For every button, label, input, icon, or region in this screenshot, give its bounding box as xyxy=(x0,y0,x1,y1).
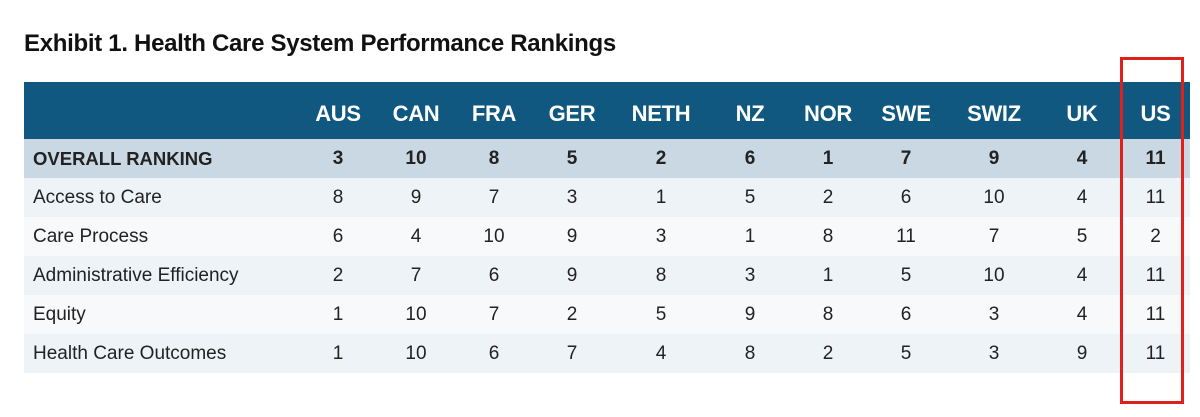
rank-cell-neth: 4 xyxy=(655,342,667,364)
rank-cell-fra: 8 xyxy=(488,147,500,169)
rank-cell-ger: 9 xyxy=(566,264,578,286)
rank-cell-nz: 1 xyxy=(744,225,756,247)
rank-cell-neth: 8 xyxy=(655,264,667,286)
rank-cell-swiz: 3 xyxy=(988,342,1000,364)
rank-cell-swe: 5 xyxy=(900,342,912,364)
rank-cell-fra: 6 xyxy=(488,264,500,286)
rank-cell-aus: 1 xyxy=(332,342,344,364)
table-body: OVERALL RANKING 3 10 8 5 2 6 1 7 9 4 11 Access to Ca… xyxy=(24,139,1190,373)
column-header-ger: GER xyxy=(548,100,596,126)
rank-cell-can: 10 xyxy=(405,147,427,169)
overall-ranking-row: OVERALL RANKING 3 10 8 5 2 6 1 7 9 4 11 xyxy=(24,139,1190,178)
column-header-aus: AUS xyxy=(315,100,361,126)
rank-cell-aus: 8 xyxy=(332,186,344,208)
rank-cell-can: 9 xyxy=(410,186,422,208)
rank-cell-uk: 9 xyxy=(1076,342,1088,364)
row-label: Equity xyxy=(33,303,86,325)
rank-cell-ger: 3 xyxy=(566,186,578,208)
rank-cell-nor: 2 xyxy=(822,342,834,364)
rank-cell-uk: 5 xyxy=(1076,225,1088,247)
rank-cell-us: 11 xyxy=(1145,264,1166,286)
column-header-can: CAN xyxy=(392,100,440,126)
rank-cell-can: 10 xyxy=(405,342,427,364)
rank-cell-swe: 6 xyxy=(900,186,912,208)
rank-cell-nz: 5 xyxy=(744,186,756,208)
rank-cell-swe: 11 xyxy=(896,225,916,247)
rank-cell-aus: 6 xyxy=(332,225,344,247)
rank-cell-uk: 4 xyxy=(1076,147,1088,169)
table-row: Administrative Efficiency 2 7 6 9 8 3 1 5 10 4 11 xyxy=(24,256,1190,295)
rank-cell-us: 2 xyxy=(1150,225,1161,247)
row-label: Access to Care xyxy=(33,186,162,208)
rank-cell-swiz: 10 xyxy=(983,186,1005,208)
header-row: AUS CAN FRA GER NETH NZ NOR SWE SWIZ UK … xyxy=(24,82,1190,139)
rank-cell-swe: 7 xyxy=(900,147,912,169)
rank-cell-nor: 1 xyxy=(822,147,834,169)
rank-cell-ger: 9 xyxy=(566,225,578,247)
column-header-nz: NZ xyxy=(735,100,765,126)
rank-cell-nor: 8 xyxy=(822,225,834,247)
rank-cell-nor: 2 xyxy=(822,186,834,208)
rank-cell-can: 10 xyxy=(405,303,427,325)
rank-cell-ger: 5 xyxy=(566,147,578,169)
table-row: Equity 1 10 7 2 5 9 8 6 3 4 11 xyxy=(24,295,1190,334)
rank-cell-fra: 10 xyxy=(483,225,505,247)
rank-cell-aus: 2 xyxy=(332,264,344,286)
rankings-table: AUS CAN FRA GER NETH NZ NOR SWE SWIZ UK … xyxy=(24,82,1190,373)
rank-cell-can: 7 xyxy=(410,264,422,286)
rank-cell-nz: 8 xyxy=(744,342,756,364)
rank-cell-neth: 5 xyxy=(655,303,667,325)
rank-cell-aus: 3 xyxy=(332,147,344,169)
rank-cell-neth: 1 xyxy=(655,186,667,208)
table-row: Access to Care 8 9 7 3 1 5 2 6 10 4 11 xyxy=(24,178,1190,217)
rank-cell-us: 11 xyxy=(1145,342,1166,364)
table-row: Care Process 6 4 10 9 3 1 8 11 7 5 2 xyxy=(24,217,1190,256)
rank-cell-fra: 7 xyxy=(488,303,500,325)
rank-cell-ger: 7 xyxy=(566,342,578,364)
rank-cell-swe: 5 xyxy=(900,264,912,286)
rank-cell-swiz: 3 xyxy=(988,303,1000,325)
chart-title: Exhibit 1. Health Care System Performanc… xyxy=(24,30,616,57)
rank-cell-us: 11 xyxy=(1145,147,1166,169)
rank-cell-nor: 8 xyxy=(822,303,834,325)
column-header-neth: NETH xyxy=(631,100,691,126)
header-metric-cell xyxy=(24,82,299,139)
row-label: OVERALL RANKING xyxy=(33,147,213,169)
column-header-uk: UK xyxy=(1066,100,1098,126)
column-header-swe: SWE xyxy=(881,100,931,126)
rank-cell-neth: 3 xyxy=(655,225,667,247)
row-label: Health Care Outcomes xyxy=(33,342,227,364)
column-header-nor: NOR xyxy=(804,100,852,126)
rank-cell-nor: 1 xyxy=(822,264,834,286)
rank-cell-uk: 4 xyxy=(1076,186,1088,208)
rank-cell-swe: 6 xyxy=(900,303,912,325)
column-header-us: US xyxy=(1140,100,1171,126)
rank-cell-can: 4 xyxy=(410,225,422,247)
column-header-fra: FRA xyxy=(471,100,517,126)
row-label: Care Process xyxy=(33,225,149,247)
rank-cell-us: 11 xyxy=(1145,303,1166,325)
rank-cell-uk: 4 xyxy=(1076,303,1088,325)
row-label: Administrative Efficiency xyxy=(33,264,239,286)
rank-cell-neth: 2 xyxy=(655,147,667,169)
rank-cell-aus: 1 xyxy=(332,303,344,325)
rank-cell-nz: 6 xyxy=(744,147,756,169)
rank-cell-ger: 2 xyxy=(566,303,578,325)
rank-cell-swiz: 10 xyxy=(983,264,1005,286)
rank-cell-nz: 9 xyxy=(744,303,756,325)
rank-cell-uk: 4 xyxy=(1076,264,1088,286)
rank-cell-swiz: 9 xyxy=(988,147,1000,169)
table-row: Health Care Outcomes 1 10 6 7 4 8 2 5 3 9 11 xyxy=(24,334,1190,373)
rank-cell-nz: 3 xyxy=(744,264,756,286)
rank-cell-fra: 7 xyxy=(488,186,500,208)
rank-cell-fra: 6 xyxy=(488,342,500,364)
column-header-swiz: SWIZ xyxy=(967,100,1021,126)
rank-cell-us: 11 xyxy=(1145,186,1166,208)
rank-cell-swiz: 7 xyxy=(988,225,1000,247)
